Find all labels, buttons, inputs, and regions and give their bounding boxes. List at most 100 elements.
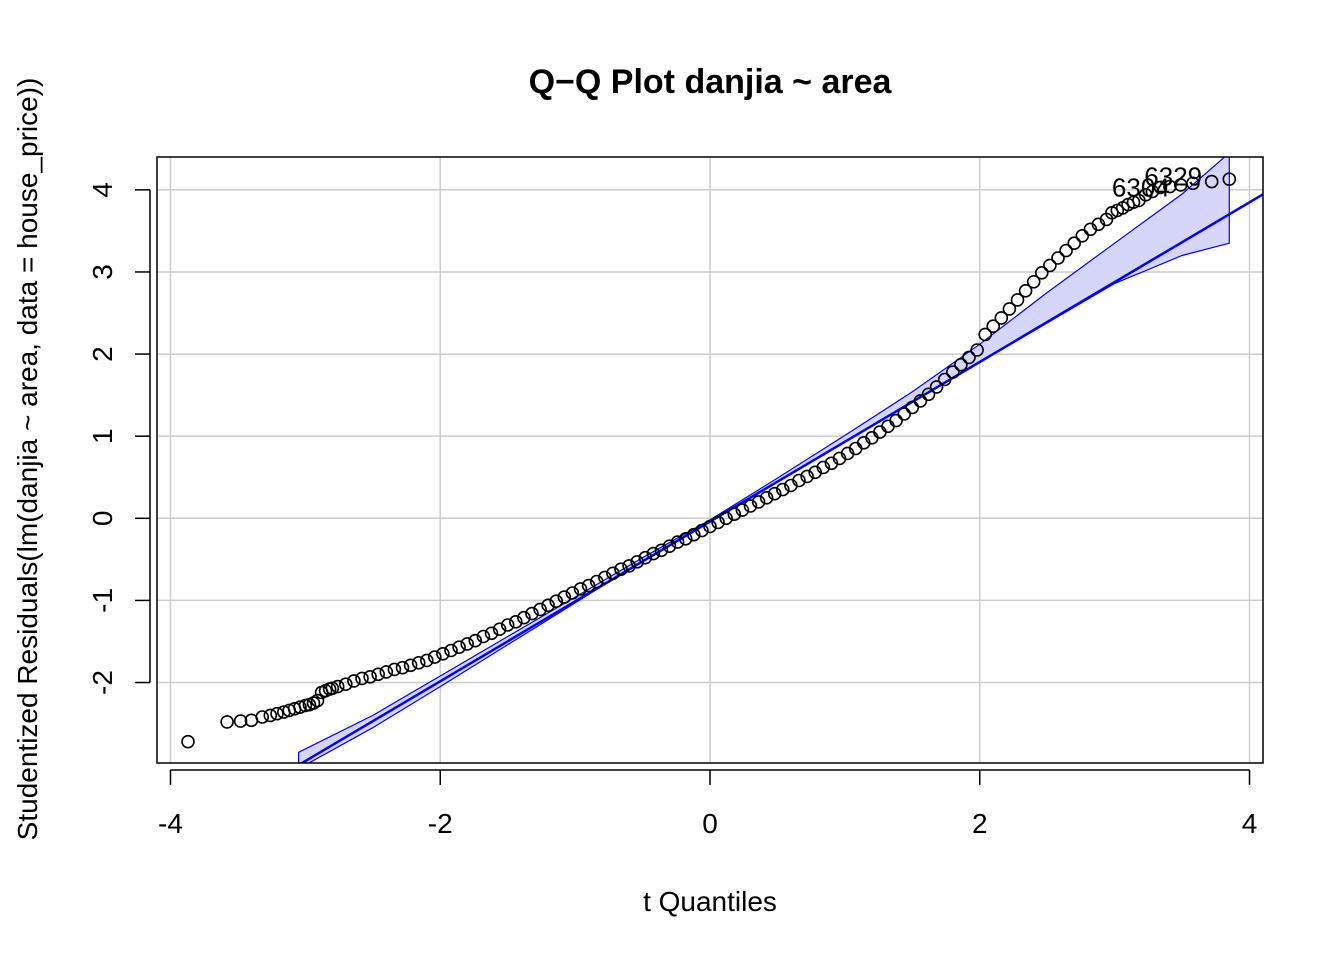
data-point — [508, 614, 523, 629]
y-tick-label: 2 — [87, 346, 118, 362]
data-point — [371, 667, 386, 682]
x-tick-label: 4 — [1242, 808, 1258, 839]
data-point — [881, 419, 895, 434]
data-point — [792, 473, 806, 488]
data-point — [293, 700, 307, 715]
data-point — [500, 618, 515, 632]
data-point — [711, 515, 725, 530]
data-point — [1145, 184, 1160, 199]
data-point — [233, 714, 248, 728]
y-tick-label: 1 — [87, 428, 118, 444]
data-point — [1043, 258, 1057, 273]
data-point — [379, 665, 394, 679]
data-point — [978, 327, 993, 342]
reference-line — [299, 193, 1263, 763]
data-point — [581, 578, 596, 593]
data-point — [1138, 188, 1153, 202]
data-point — [937, 372, 952, 387]
data-point — [355, 671, 369, 686]
data-point — [338, 677, 353, 692]
data-point — [775, 482, 790, 497]
data-point — [962, 350, 976, 365]
data-point — [557, 590, 572, 604]
data-point — [1035, 265, 1049, 280]
data-point — [325, 681, 340, 696]
data-point — [913, 394, 928, 408]
data-point — [270, 706, 284, 721]
x-axis-label: t Quantiles — [643, 886, 777, 917]
data-point — [363, 669, 377, 684]
data-point — [670, 535, 685, 549]
data-point — [387, 662, 402, 677]
data-point — [1204, 174, 1219, 189]
point-label-1: 6329 — [1144, 162, 1202, 192]
x-tick-label: 2 — [972, 808, 988, 839]
data-point — [476, 629, 491, 644]
data-point — [1126, 195, 1141, 209]
data-point — [703, 519, 717, 534]
data-point — [606, 566, 620, 581]
data-point — [678, 531, 693, 546]
data-point — [759, 490, 774, 505]
data-point — [525, 606, 539, 621]
y-axis-label: Studentized Residuals(lm(danjia ~ area, … — [12, 78, 43, 841]
data-point — [533, 602, 547, 617]
data-point — [800, 469, 814, 484]
y-tick-label: 3 — [87, 264, 118, 280]
data-point — [330, 679, 345, 694]
data-point — [1018, 283, 1033, 298]
data-point — [630, 554, 645, 569]
data-point — [735, 503, 750, 517]
data-point — [452, 640, 466, 655]
y-tick-label: 0 — [87, 511, 118, 527]
data-point — [889, 413, 903, 428]
data-point — [1075, 229, 1090, 243]
data-point — [622, 559, 636, 573]
data-point — [945, 365, 960, 379]
data-point — [403, 658, 418, 673]
y-tick-label: -2 — [87, 670, 118, 695]
y-tick-label: 4 — [87, 182, 118, 198]
data-point — [484, 626, 499, 641]
data-point — [686, 527, 701, 542]
data-point — [347, 674, 361, 688]
data-point — [638, 550, 653, 565]
data-point — [411, 655, 426, 670]
data-point — [816, 460, 831, 475]
data-point — [1002, 302, 1017, 316]
data-point — [468, 633, 483, 648]
chart-title: Q−Q Plot danjia ~ area — [529, 63, 893, 101]
x-tick-label: -2 — [428, 808, 453, 839]
data-point — [310, 693, 325, 708]
data-point — [897, 407, 912, 421]
data-point — [460, 637, 475, 651]
data-point — [905, 400, 920, 415]
data-point — [767, 486, 782, 501]
data-point — [751, 495, 766, 509]
data-point — [1163, 179, 1177, 194]
data-point — [549, 594, 564, 609]
data-point — [719, 511, 734, 526]
data-point — [1222, 172, 1237, 186]
x-tick-label: 0 — [702, 808, 718, 839]
residual-points — [181, 172, 1237, 749]
plot-frame — [156, 156, 1264, 764]
data-point — [743, 499, 758, 513]
data-point — [921, 387, 936, 402]
data-point — [1010, 293, 1025, 307]
data-point — [220, 715, 234, 729]
data-point — [263, 708, 278, 723]
data-point — [255, 710, 270, 724]
data-point — [492, 622, 507, 637]
data-point — [929, 380, 944, 394]
data-point — [181, 734, 195, 749]
data-point — [1153, 180, 1168, 195]
data-point — [695, 523, 709, 538]
reference-line-path — [299, 193, 1263, 763]
data-point — [395, 660, 410, 675]
data-point — [954, 357, 968, 372]
grid-lines — [157, 157, 1263, 763]
point-label-0: 6304 — [1112, 172, 1170, 202]
